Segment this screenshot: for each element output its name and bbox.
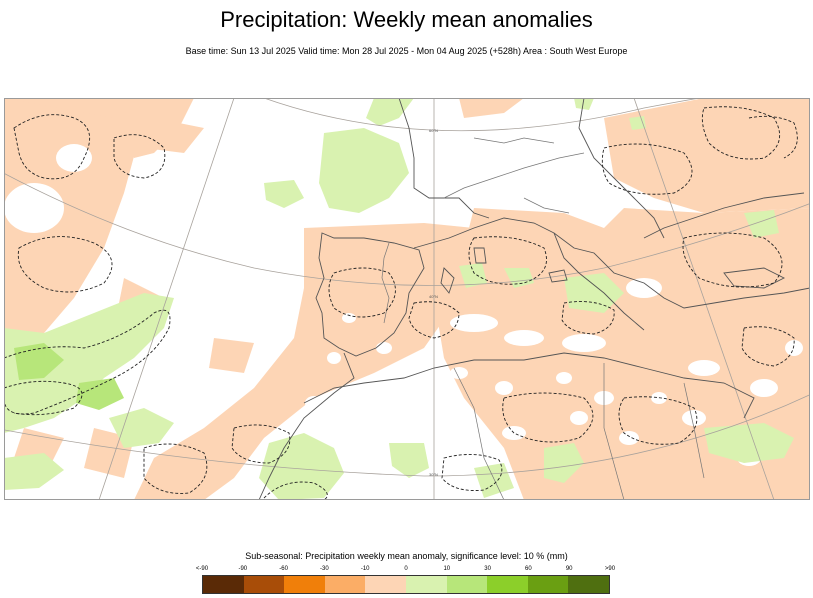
graticule-label-60n: 60°N: [429, 128, 438, 133]
significance-contours: [4, 106, 798, 500]
graticule-label-40n: 40°N: [429, 294, 438, 299]
legend-swatch: [284, 576, 325, 593]
legend-swatch: [568, 576, 609, 593]
legend-swatch: [487, 576, 528, 593]
legend-tick-label: 0: [404, 566, 408, 572]
wet-anomaly-strong: [14, 343, 124, 410]
graticule: [4, 98, 810, 500]
graticule-label-30n: 30°N: [429, 472, 438, 477]
legend-tick-label: 60: [525, 566, 532, 572]
legend-tick-label: 10: [443, 566, 451, 572]
legend-tick-label: -10: [360, 566, 370, 572]
legend-swatch: [324, 576, 366, 593]
borders: [381, 137, 705, 500]
legend-tick-label: 30: [484, 566, 491, 572]
legend-swatch: [243, 576, 285, 593]
legend-colorbar: [202, 575, 610, 594]
legend-tick-label: 90: [565, 566, 573, 572]
coastlines: [258, 98, 810, 500]
legend-tick-label: -90: [238, 566, 248, 572]
legend-tick-label: <-90: [195, 566, 209, 572]
legend-swatch: [446, 576, 488, 593]
wet-anomaly-areas: [4, 98, 794, 500]
map-frame: [4, 98, 810, 500]
graticule-labels: 60°N 40°N 30°N: [429, 128, 438, 477]
legend-swatch: [365, 576, 406, 593]
legend-title: Sub-seasonal: Precipitation weekly mean …: [245, 551, 568, 561]
legend-tick-label: -60: [279, 566, 288, 572]
anomaly-map: 60°N 40°N 30°N: [4, 98, 810, 500]
legend-swatch: [203, 576, 244, 593]
legend-swatch: [405, 576, 447, 593]
legend-tick-label: -30: [320, 566, 329, 572]
page-title: Precipitation: Weekly mean anomalies: [220, 7, 593, 32]
legend-ticks: <-90 -90 -60 -30 -10 0 10 30 60 90 >90: [0, 566, 813, 576]
legend-swatch: [527, 576, 569, 593]
map-subtitle: Base time: Sun 13 Jul 2025 Valid time: M…: [185, 46, 628, 56]
legend-tick-label: >90: [604, 566, 616, 572]
